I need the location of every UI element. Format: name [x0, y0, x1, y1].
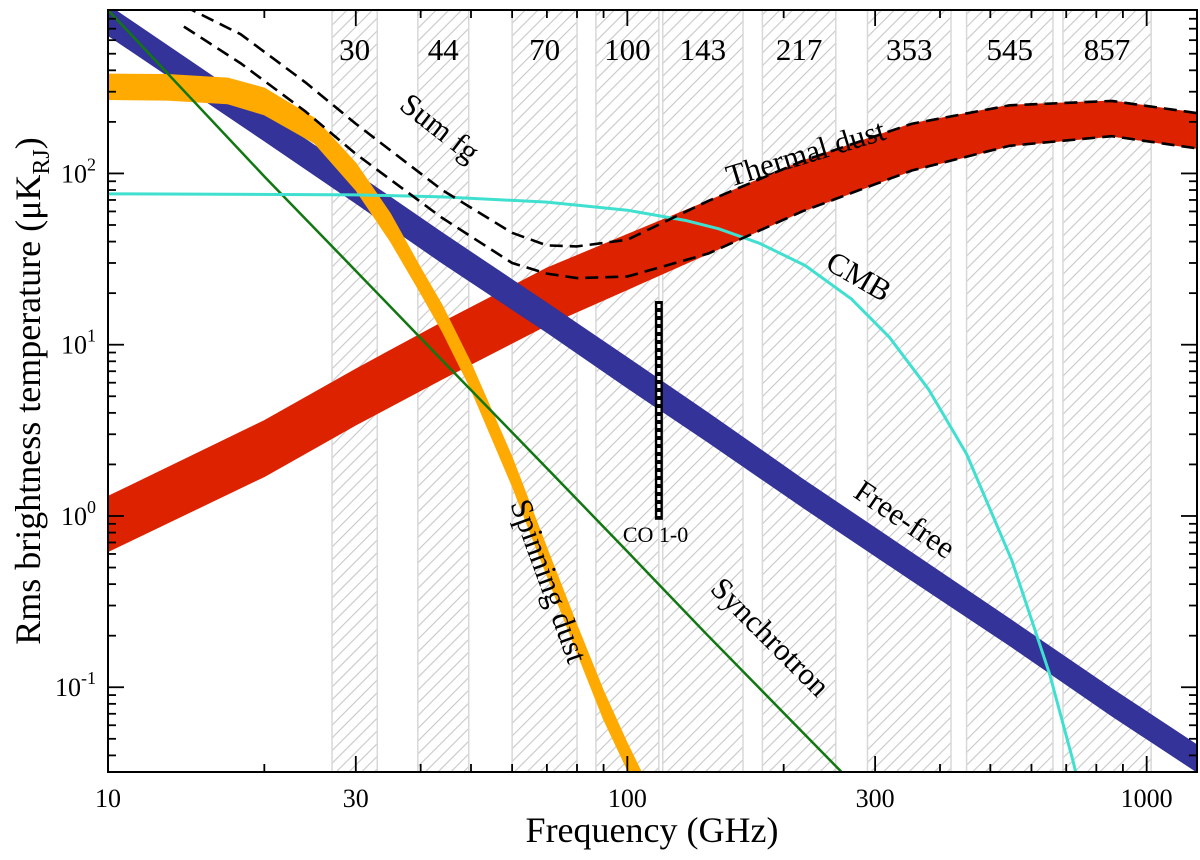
- band-label-353: 353: [886, 32, 933, 67]
- band-label-70: 70: [529, 32, 560, 67]
- y-tick-label-10--1: 10-1: [55, 668, 96, 702]
- y-tick-label-10-2: 102: [61, 154, 96, 188]
- band-label-100: 100: [604, 32, 651, 67]
- band-label-30: 30: [339, 32, 370, 67]
- annotation-layer: [654, 300, 663, 520]
- series-cmb: [108, 192, 1078, 772]
- series-thermal-dust: [108, 100, 1197, 553]
- band-label-857: 857: [1084, 32, 1131, 67]
- axes: 10 30 100 300 1000 10-1 100 101 102: [55, 9, 1198, 813]
- y-axis-title-prefix: Rms brightness temperature (: [8, 220, 48, 645]
- x-tick-label-30: 30: [343, 784, 369, 813]
- y-tick-label-10-1: 101: [61, 326, 96, 360]
- band-label-217: 217: [776, 32, 823, 67]
- series-layer: [108, 10, 1197, 772]
- y-axis-title-unit: μK: [8, 175, 48, 220]
- series-synchrotron: [108, 10, 844, 772]
- band-44: [417, 10, 470, 772]
- band-217: [761, 10, 837, 772]
- band-label-143: 143: [680, 32, 727, 67]
- band-label-545: 545: [987, 32, 1034, 67]
- plot-frame: [107, 9, 1198, 773]
- band-label-44: 44: [428, 32, 460, 67]
- series-sum-fg-upper: [189, 10, 1197, 248]
- x-tick-label-300: 300: [856, 784, 895, 813]
- series-spinning-dust: [108, 73, 642, 772]
- co-1-0-label: CO 1-0: [623, 522, 688, 547]
- y-axis-title: Rms brightness temperature (μKRJ): [8, 137, 55, 645]
- x-axis-title: Frequency (GHz): [526, 810, 779, 850]
- series-sum-fg-lower: [183, 25, 1197, 280]
- frequency-band-labels: 30 44 70 100 143 217 353 545 857: [339, 32, 1130, 67]
- y-axis-title-subscript: RJ: [29, 149, 55, 174]
- x-tick-label-1000: 1000: [1121, 784, 1173, 813]
- x-tick-label-10: 10: [95, 784, 121, 813]
- x-tick-label-100: 100: [608, 784, 647, 813]
- y-axis-title-suffix: ): [8, 137, 48, 149]
- band-70: [511, 10, 578, 772]
- y-tick-label-10-0: 100: [61, 497, 96, 531]
